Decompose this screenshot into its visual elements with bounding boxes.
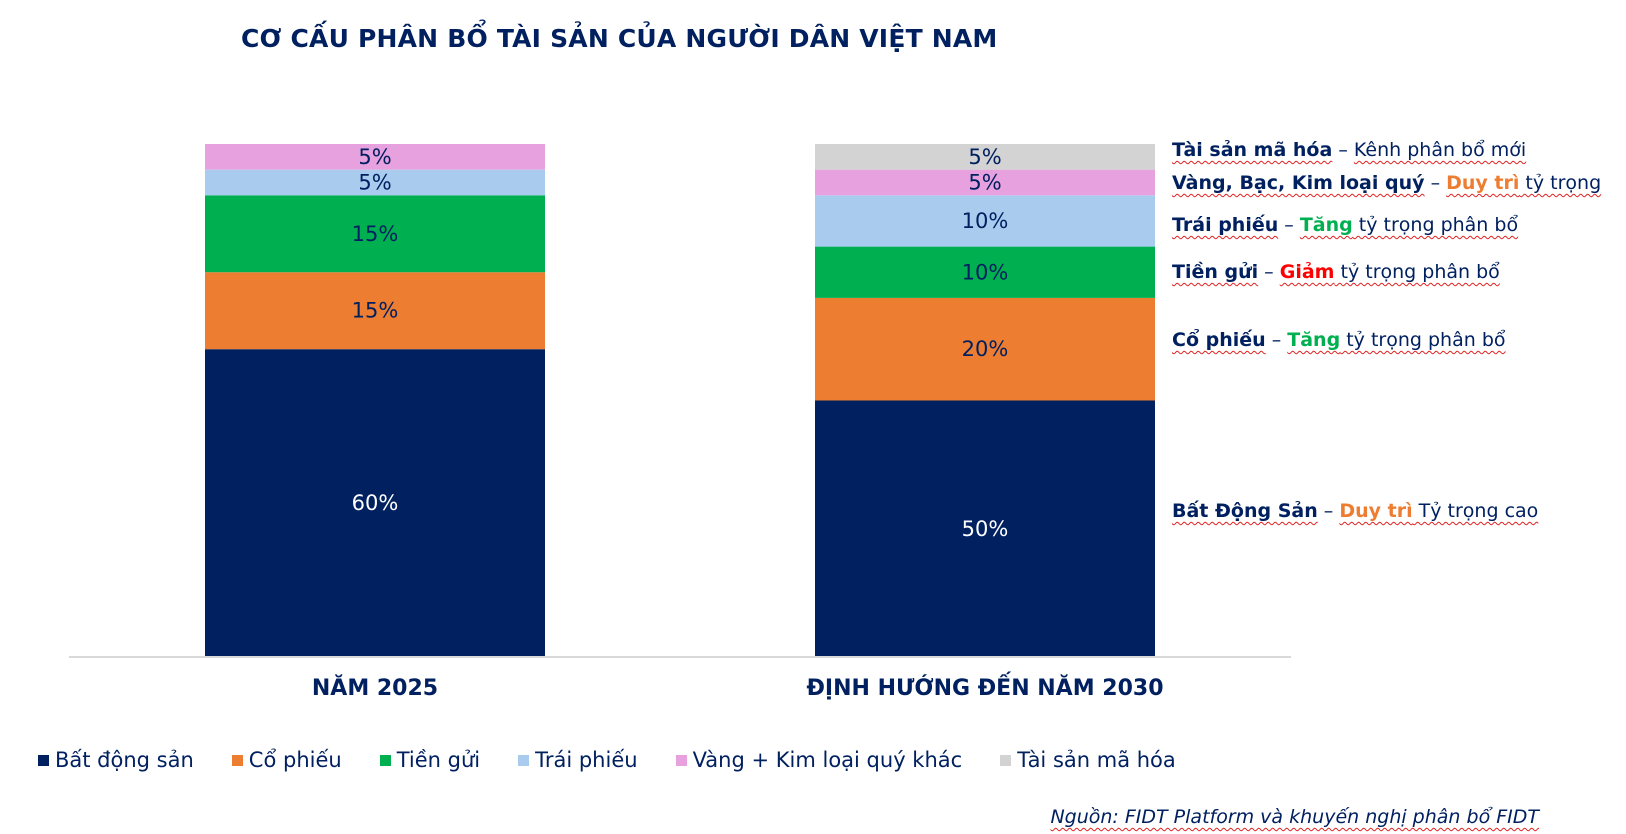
annotation-text: Tỷ trọng cao — [1412, 500, 1539, 522]
annotation-asset: Cổ phiếu — [1172, 329, 1266, 351]
legend-label: Vàng + Kim loại quý khác — [692, 748, 963, 772]
annotation: Bất Động Sản – Duy trì Tỷ trọng cao — [1172, 500, 1539, 522]
legend-item: Vàng + Kim loại quý khác — [675, 748, 963, 772]
annotation: Trái phiếu – Tăng tỷ trọng phân bổ — [1172, 214, 1519, 236]
annotation-asset: Vàng, Bạc, Kim loại quý — [1172, 172, 1425, 194]
legend-swatch — [518, 754, 530, 766]
legend-swatch — [38, 754, 49, 766]
bar-segment — [205, 349, 545, 657]
data-label: 15% — [352, 299, 399, 323]
bar-segment — [205, 195, 545, 273]
legend-item: Tiền gửi — [379, 748, 481, 772]
data-label: 20% — [962, 337, 1009, 361]
annotation-trend: Duy trì — [1339, 500, 1413, 522]
bar-segment — [815, 195, 1155, 247]
legend-item: Cổ phiếu — [231, 748, 342, 772]
annotation-trend: Tăng — [1287, 329, 1341, 351]
annotation-asset: Tài sản mã hóa — [1172, 139, 1333, 161]
chart-title: CƠ CẤU PHÂN BỔ TÀI SẢN CỦA NGƯỜI DÂN VIỆ… — [241, 24, 998, 53]
annotation: Tiền gửi – Giảm tỷ trọng phân bổ — [1172, 261, 1500, 283]
legend-label: Trái phiếu — [535, 748, 638, 772]
annotation: Tài sản mã hóa – Kênh phân bổ mới — [1172, 139, 1527, 161]
legend: Bất động sản Cổ phiếu Tiền gửi Trái phiếu Và… — [38, 748, 1214, 772]
annotation: Cổ phiếu – Tăng tỷ trọng phân bổ — [1172, 329, 1506, 351]
legend-swatch — [379, 754, 391, 766]
legend-swatch — [675, 754, 687, 766]
data-label: 50% — [962, 517, 1009, 541]
legend-swatch — [231, 754, 243, 766]
source-note: Nguồn: FIDT Platform và khuyến nghị phân… — [1050, 806, 1539, 828]
annotation-trend: Giảm — [1279, 261, 1335, 283]
data-label: 5% — [358, 170, 391, 194]
annotation-text: tỷ trọng phân bổ — [1352, 214, 1519, 236]
legend-swatch — [1000, 754, 1012, 766]
annotation-text: tỷ trọng phân bổ — [1340, 329, 1506, 351]
annotation-text: tỷ trọng — [1519, 172, 1602, 194]
bar-segment — [205, 272, 545, 350]
bar-segment — [815, 144, 1155, 170]
annotation-trend: Duy trì — [1446, 172, 1520, 194]
annotation-asset: Tiền gửi — [1172, 261, 1259, 283]
annotation: Vàng, Bạc, Kim loại quý – Duy trì tỷ trọ… — [1172, 172, 1602, 194]
data-label: 60% — [352, 491, 399, 515]
category-label-2030: ĐỊNH HƯỚNG ĐẾN NĂM 2030 — [806, 676, 1164, 701]
data-label: 15% — [352, 222, 399, 246]
annotation-asset: Bất Động Sản — [1172, 500, 1318, 522]
data-label: 5% — [358, 145, 391, 169]
annotation-trend: Tăng — [1299, 214, 1353, 236]
data-label: 10% — [962, 260, 1009, 284]
legend-label: Tiền gửi — [396, 748, 481, 772]
annotation-asset: Trái phiếu — [1172, 214, 1279, 236]
bar-segment — [815, 169, 1155, 196]
annotation-text: Kênh phân bổ mới — [1353, 139, 1527, 161]
bar-segment — [205, 144, 545, 170]
category-label-2025: NĂM 2025 — [311, 676, 439, 701]
data-label: 5% — [968, 145, 1001, 169]
annotation-text: tỷ trọng phân bổ — [1334, 261, 1500, 283]
bar-segment — [815, 400, 1155, 657]
legend-label: Bất động sản — [55, 748, 194, 772]
legend-label: Tài sản mã hóa — [1017, 748, 1176, 772]
legend-item: Tài sản mã hóa — [1000, 748, 1176, 772]
bar-segment — [815, 297, 1155, 401]
bar-segment — [205, 169, 545, 196]
legend-label: Cổ phiếu — [248, 748, 342, 772]
legend-item: Bất động sản — [38, 748, 194, 772]
data-label: 10% — [962, 209, 1009, 233]
legend-item: Trái phiếu — [518, 748, 638, 772]
bar-segment — [815, 246, 1155, 298]
data-label: 5% — [968, 170, 1001, 194]
